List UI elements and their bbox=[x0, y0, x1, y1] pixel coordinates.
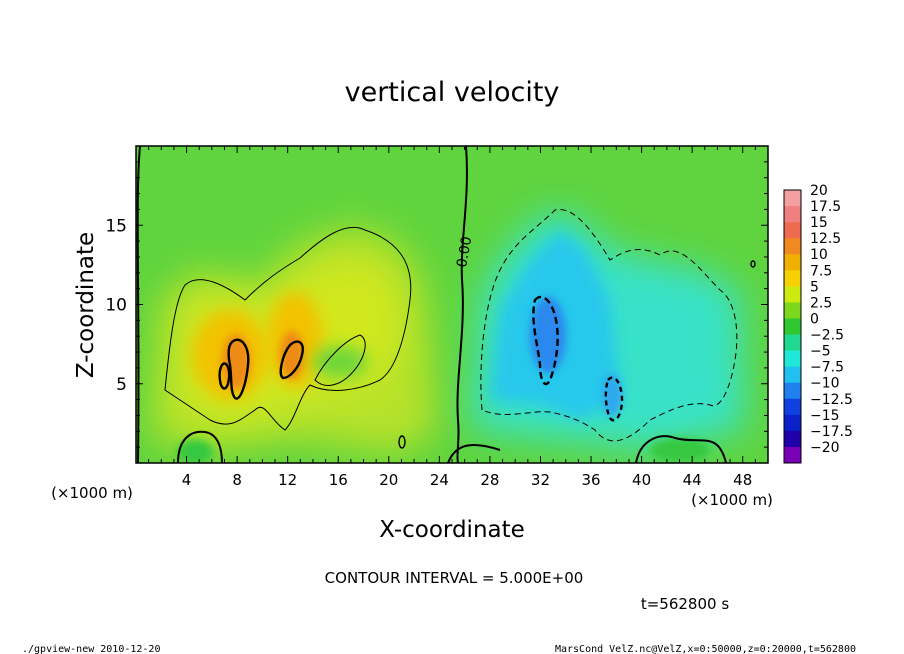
y-tick-label: 5 bbox=[116, 375, 127, 395]
colorbar-label: 20 bbox=[810, 183, 828, 199]
colorbar-label: −12.5 bbox=[810, 392, 853, 408]
colorbar-label: 5 bbox=[810, 279, 819, 295]
contour-zero-patch-2 bbox=[635, 435, 727, 463]
colorbar-swatch bbox=[784, 302, 801, 319]
y-tick-label: 10 bbox=[105, 296, 127, 316]
colorbar-label: 15 bbox=[810, 215, 828, 231]
x-tick-label: 24 bbox=[430, 471, 449, 489]
colorbar-swatch bbox=[784, 270, 801, 287]
colorbar-label: 7.5 bbox=[810, 263, 832, 279]
colorbar-swatch bbox=[784, 430, 801, 448]
contour-zero-patch-1 bbox=[177, 430, 223, 463]
colorbar-label: −5 bbox=[810, 344, 831, 360]
x-unit-label-left: (×1000 m) bbox=[51, 484, 133, 502]
colorbar-swatch bbox=[784, 286, 801, 303]
contour-negative-5 bbox=[480, 209, 738, 442]
x-tick-label: 32 bbox=[531, 471, 550, 489]
y-tick-label: 15 bbox=[105, 216, 127, 236]
x-tick-label: 20 bbox=[379, 471, 398, 489]
contour-positive-10-a bbox=[227, 338, 250, 400]
colorbar-swatch bbox=[784, 446, 801, 464]
contour-zero-patch-3 bbox=[447, 443, 501, 463]
contour-positive-10-b bbox=[218, 362, 231, 390]
colorbar-swatch bbox=[784, 254, 801, 271]
colorbar-frame bbox=[783, 189, 802, 464]
colorbar-label: 2.5 bbox=[810, 295, 832, 311]
x-tick-label: 16 bbox=[329, 471, 348, 489]
colorbar-swatch bbox=[784, 238, 801, 255]
x-unit-label-right: (×1000 m) bbox=[691, 491, 773, 509]
colorbar-swatch bbox=[784, 350, 801, 367]
colorbar-label: −2.5 bbox=[810, 328, 844, 344]
contour-negative-10 bbox=[532, 295, 559, 386]
colorbar-swatch bbox=[784, 190, 801, 207]
surface-patch-2 bbox=[650, 438, 710, 462]
x-tick-label: 28 bbox=[480, 471, 499, 489]
colorbar-swatch bbox=[784, 398, 801, 416]
surface-patch-1 bbox=[177, 440, 213, 463]
velocity-field: 0.00 bbox=[136, 146, 768, 463]
footer-left: ./gpview-new 2010-12-20 bbox=[22, 644, 160, 654]
colorbar-swatch bbox=[784, 206, 801, 223]
colorbar-label: 17.5 bbox=[810, 199, 841, 215]
colorbar-label: −10 bbox=[810, 376, 840, 392]
contour-zero-main bbox=[456, 146, 468, 463]
x-tick-label: 36 bbox=[581, 471, 600, 489]
time-label: t=562800 s bbox=[641, 595, 729, 613]
contour-zero-left bbox=[136, 146, 141, 463]
contour-positive-5 bbox=[164, 226, 412, 431]
colorbar-label: −17.5 bbox=[810, 424, 853, 440]
colorbar-label: 0 bbox=[810, 311, 819, 327]
colorbar-swatch bbox=[784, 382, 801, 400]
contour-positive-10-c bbox=[279, 340, 304, 380]
x-tick-label: 8 bbox=[232, 471, 242, 489]
x-tick-label: 44 bbox=[683, 471, 702, 489]
colorbar: 2017.51512.5107.552.50−2.5−5−7.5−10−12.5… bbox=[783, 183, 853, 464]
contour-positive-5-hole bbox=[314, 334, 366, 386]
zero-contour-label: 0.00 bbox=[454, 235, 475, 268]
colorbar-label: 12.5 bbox=[810, 231, 841, 247]
colorbar-swatch bbox=[784, 334, 801, 351]
x-axis-title: X-coordinate bbox=[379, 517, 525, 543]
footer-right: MarsCond_VelZ.nc@VelZ,x=0:50000,z=0:2000… bbox=[555, 644, 856, 654]
x-tick-label: 40 bbox=[632, 471, 651, 489]
colorbar-label: −15 bbox=[810, 408, 840, 424]
x-tick-label: 12 bbox=[278, 471, 297, 489]
contour-small-loop bbox=[398, 435, 406, 449]
y-axis-title: Z-coordinate bbox=[73, 232, 99, 378]
colorbar-swatch bbox=[784, 318, 801, 335]
contour-small-loop-2 bbox=[750, 260, 756, 268]
x-tick-label: 4 bbox=[182, 471, 192, 489]
chart-title: vertical velocity bbox=[345, 77, 560, 108]
x-tick-label: 48 bbox=[733, 471, 752, 489]
contour-interval-text: CONTOUR INTERVAL = 5.000E+00 bbox=[325, 569, 584, 587]
colorbar-swatch bbox=[784, 414, 801, 432]
contour-negative-10-b bbox=[604, 376, 624, 422]
contour-lines bbox=[136, 146, 756, 463]
colorbar-swatch bbox=[784, 366, 801, 384]
colorbar-swatch bbox=[784, 222, 801, 239]
colorbar-label: −7.5 bbox=[810, 360, 844, 376]
colorbar-label: −20 bbox=[810, 440, 840, 456]
colorbar-label: 10 bbox=[810, 247, 828, 263]
